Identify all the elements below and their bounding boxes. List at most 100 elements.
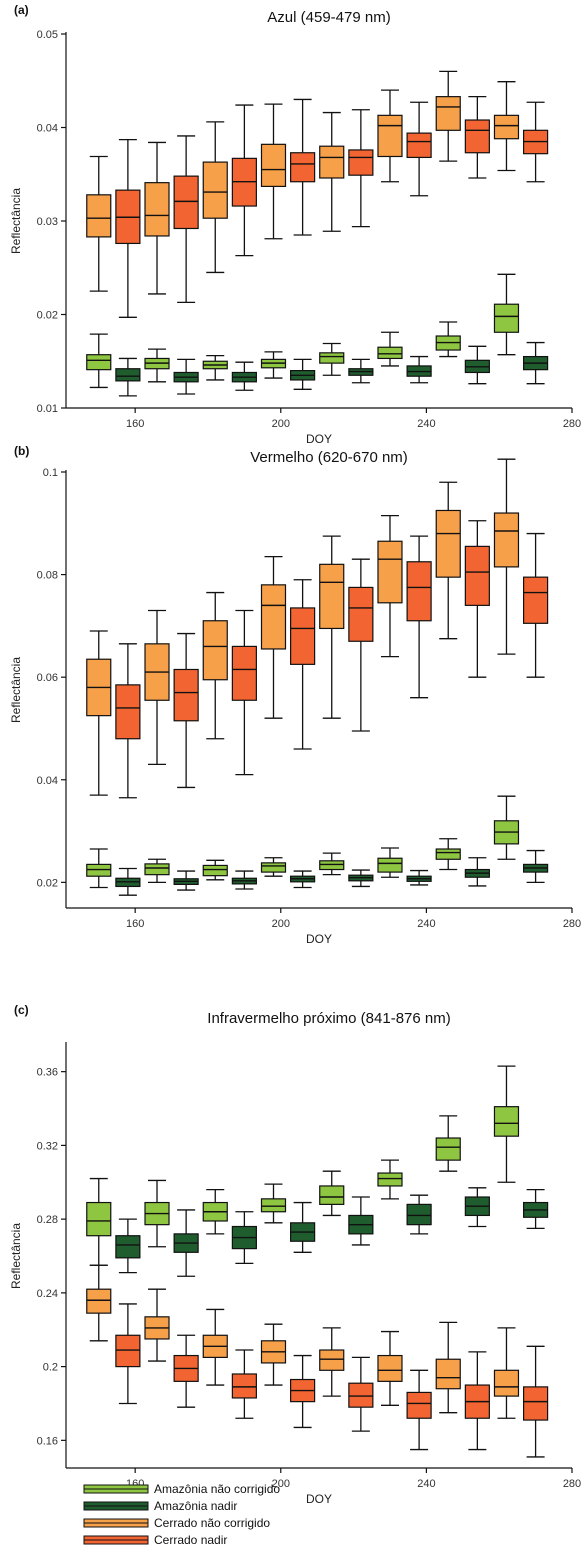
x-tick-label: 200 <box>272 418 290 430</box>
x-tick-label: 240 <box>417 1478 435 1490</box>
series-0 <box>86 795 520 889</box>
x-tick-label: 160 <box>126 418 144 430</box>
chart-title: Vermelho (620-670 nm) <box>250 449 408 466</box>
box <box>115 684 141 740</box>
y-tick-label: 0.03 <box>37 216 58 228</box>
y-tick-label: 0.05 <box>37 29 58 41</box>
box <box>115 1334 141 1368</box>
legend-label: Cerrado nadir <box>154 1533 227 1547</box>
y-axis-label: Reflectância <box>9 1223 23 1289</box>
x-tick-label: 240 <box>417 918 435 930</box>
series-2 <box>86 1264 520 1419</box>
box <box>377 114 403 158</box>
box <box>290 152 316 183</box>
legend-label: Amazônia nadir <box>154 1499 237 1513</box>
box <box>319 352 345 364</box>
box <box>348 586 374 642</box>
box <box>377 540 403 604</box>
box <box>86 194 112 238</box>
box <box>115 1235 141 1259</box>
chart-title: Azul (459-479 nm) <box>267 9 390 26</box>
panel-a: (a) Azul (459-479 nm) 160 200 240 280 0.01 0.02… <box>9 3 581 446</box>
box <box>173 668 199 722</box>
box <box>406 561 432 622</box>
series-1 <box>115 1187 549 1277</box>
box <box>377 1354 403 1382</box>
box <box>231 645 257 701</box>
y-axis-label: Reflectância <box>9 657 23 723</box>
box <box>86 1201 112 1237</box>
x-tick-label: 160 <box>126 918 144 930</box>
x-tick-label: 280 <box>563 918 581 930</box>
box <box>86 354 112 371</box>
x-axis-label: DOY <box>306 932 332 946</box>
x-tick-label: 280 <box>563 1478 581 1490</box>
series-0 <box>86 273 520 389</box>
box <box>86 1288 112 1314</box>
box <box>435 96 461 131</box>
y-axis-label: Reflectância <box>9 188 23 254</box>
box <box>319 860 345 871</box>
y-tick-label: 0.02 <box>37 877 58 889</box>
panel-letter: (a) <box>14 3 29 17</box>
box <box>493 303 520 333</box>
y-tick-label: 0.02 <box>37 310 58 322</box>
box <box>260 862 287 873</box>
box <box>377 346 403 360</box>
box <box>348 149 374 176</box>
y-tick-label: 0.1 <box>43 467 58 479</box>
box <box>260 1198 287 1213</box>
box <box>231 1373 257 1399</box>
box <box>377 857 403 873</box>
box <box>493 1369 520 1397</box>
box <box>406 1203 432 1226</box>
y-tick-label: 0.04 <box>37 775 58 787</box>
box <box>319 1185 345 1205</box>
x-tick-label: 200 <box>272 918 290 930</box>
box <box>493 114 520 140</box>
box <box>260 143 287 188</box>
y-tick-label: 0.36 <box>37 1067 58 1079</box>
box <box>493 1106 520 1137</box>
panel-letter: (c) <box>14 1003 29 1017</box>
panel-letter: (b) <box>14 444 29 458</box>
box <box>435 1358 461 1390</box>
box <box>522 1386 549 1421</box>
y-tick-label: 0.2 <box>43 1362 58 1374</box>
legend-label: Amazônia não corrigido <box>154 1482 280 1496</box>
panel-b: (b) Vermelho (620-670 nm) 160 200 240 280 0.02… <box>9 444 581 946</box>
box <box>464 545 490 606</box>
y-tick-label: 0.24 <box>37 1288 58 1300</box>
x-tick-label: 280 <box>563 418 581 430</box>
box <box>406 132 432 159</box>
series-1 <box>115 341 549 397</box>
series-2 <box>86 458 520 796</box>
box <box>435 1137 461 1161</box>
series-3 <box>115 520 549 799</box>
series-3 <box>115 95 549 318</box>
y-tick-label: 0.01 <box>37 403 58 415</box>
box <box>377 1172 403 1187</box>
box <box>319 563 345 630</box>
box <box>115 368 141 382</box>
series-3 <box>115 1303 549 1458</box>
y-tick-label: 0.16 <box>37 1435 58 1447</box>
legend-label: Cerrado não corrigido <box>154 1516 270 1530</box>
box <box>144 182 170 237</box>
legend: Amazônia não corrigido Amazônia nadir Cerr… <box>83 1482 280 1547</box>
y-tick-label: 0.04 <box>37 123 58 135</box>
y-tick-label: 0.08 <box>37 570 58 582</box>
panel-c: (c) Infravermelho próximo (841-876 nm)160… <box>9 1003 581 1506</box>
box <box>406 1391 432 1419</box>
box <box>202 864 228 877</box>
box <box>202 620 228 681</box>
x-axis-label: DOY <box>306 1492 332 1506</box>
series-1 <box>115 849 549 896</box>
series-2 <box>86 70 520 295</box>
box <box>86 863 112 877</box>
chart-title: Infravermelho próximo (841-876 nm) <box>207 1010 450 1027</box>
series-0 <box>86 1065 520 1266</box>
box <box>493 512 520 568</box>
y-tick-label: 0.32 <box>37 1140 58 1152</box>
